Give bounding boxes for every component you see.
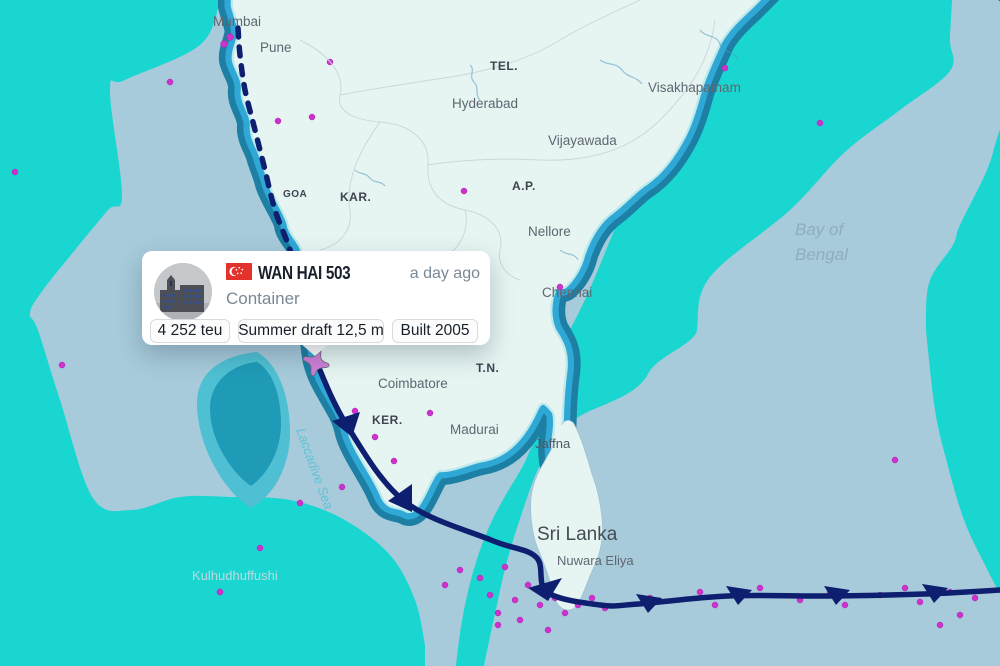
svg-text:T.N.: T.N. xyxy=(476,361,499,375)
svg-text:Nellore: Nellore xyxy=(528,224,571,239)
svg-text:Kulhudhuffushi: Kulhudhuffushi xyxy=(192,568,278,583)
svg-text:TEL.: TEL. xyxy=(490,59,518,73)
svg-text:Coimbatore: Coimbatore xyxy=(378,376,448,391)
svg-text:KER.: KER. xyxy=(372,413,403,427)
svg-text:Visakhapatnam: Visakhapatnam xyxy=(648,80,741,95)
svg-text:Chennai: Chennai xyxy=(542,285,592,300)
svg-text:Hyderabad: Hyderabad xyxy=(452,96,518,111)
svg-text:GOA: GOA xyxy=(283,189,307,200)
svg-text:KAR.: KAR. xyxy=(340,190,371,204)
svg-text:A.P.: A.P. xyxy=(512,179,536,193)
svg-text:Vijayawada: Vijayawada xyxy=(548,133,617,148)
svg-text:Nuwara Eliya: Nuwara Eliya xyxy=(557,553,634,568)
svg-text:Sri Lanka: Sri Lanka xyxy=(537,524,618,545)
svg-text:Bengal: Bengal xyxy=(795,245,849,264)
svg-text:Bay of: Bay of xyxy=(795,220,845,239)
svg-text:Pune: Pune xyxy=(260,40,292,55)
svg-text:Jaffna: Jaffna xyxy=(535,436,571,451)
svg-text:Madurai: Madurai xyxy=(450,422,499,437)
svg-text:Mumbai: Mumbai xyxy=(213,14,261,29)
